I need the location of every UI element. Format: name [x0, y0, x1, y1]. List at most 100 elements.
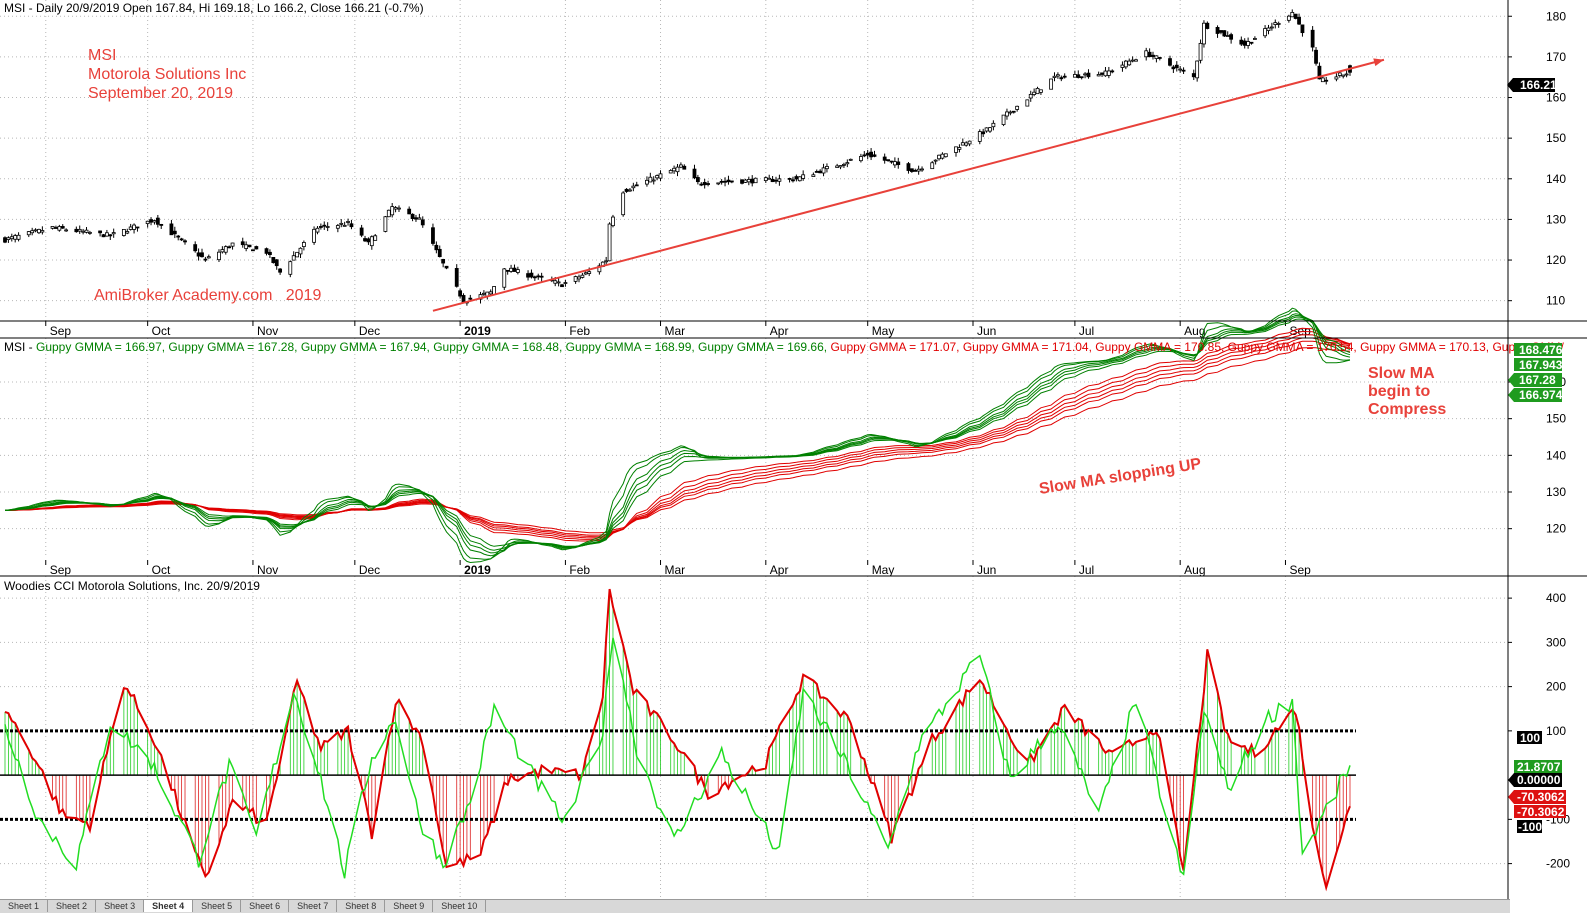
sheet-tab[interactable]: Sheet 5	[193, 900, 242, 912]
sheet-tab[interactable]: Sheet 9	[385, 900, 434, 912]
sheet-tab[interactable]: Sheet 4	[144, 900, 194, 912]
candle-body	[505, 269, 510, 272]
candle-body	[668, 170, 673, 174]
candle-body	[274, 259, 279, 267]
candle-body	[1174, 64, 1179, 69]
candle-body	[984, 127, 989, 132]
price-panel[interactable]: Sep Oct Nov Dec 2019 Feb Mar Apr May Jun Jul Aug Sep…	[0, 0, 1566, 338]
sheet-tab[interactable]: Sheet 2	[48, 900, 97, 912]
gmma-fast-line	[4, 313, 1351, 557]
candle-body	[88, 231, 92, 234]
candle-body	[1344, 73, 1349, 76]
candle-body	[16, 234, 21, 240]
price-panel-header: MSI - Daily 20/9/2019 Open 167.84, Hi 16…	[4, 1, 424, 15]
candle-body	[1310, 29, 1315, 48]
candle-body	[359, 227, 364, 236]
y-tick-label: 100	[1546, 724, 1566, 738]
candle-body	[648, 176, 653, 183]
annotation-date: September 20, 2019	[88, 85, 233, 102]
candle-body	[797, 176, 802, 182]
month-label: Dec	[359, 324, 380, 338]
candle-body	[407, 208, 412, 215]
candle-body	[1263, 28, 1267, 37]
annotation-company: Motorola Solutions Inc	[88, 66, 246, 83]
y-tick-label: 130	[1546, 485, 1566, 499]
candle-body	[869, 151, 873, 158]
candle-body	[645, 179, 649, 185]
candle-body	[176, 235, 181, 238]
candle-body	[390, 206, 395, 216]
candle-body	[193, 244, 198, 252]
candle-body	[943, 153, 948, 158]
candle-body	[288, 261, 293, 275]
annotation-compress-3: Compress	[1368, 401, 1446, 418]
gmma-slow-line	[5, 330, 1351, 540]
candle-body	[369, 236, 374, 247]
candle-body	[1202, 22, 1206, 45]
candle-body	[434, 244, 439, 251]
candle-body	[1028, 93, 1033, 99]
candle-body	[383, 216, 388, 232]
candle-body	[842, 163, 846, 166]
cci-zero-label: 0.00000	[1517, 773, 1561, 787]
sheet-tab-bar[interactable]: Sheet 1 Sheet 2 Sheet 3 Sheet 4 Sheet 5 Sheet…	[0, 899, 1510, 913]
cci-panel[interactable]: -200 -100 100 200 300 400 Woodies CCI Motorol…	[0, 576, 1570, 899]
candle-body	[1181, 69, 1186, 72]
candle-body	[604, 260, 609, 263]
sheet-tab[interactable]: Sheet 6	[241, 900, 290, 912]
y-tick-label: 120	[1546, 253, 1566, 267]
candle-body	[746, 179, 751, 183]
candle-body	[155, 217, 160, 225]
sheet-tab[interactable]: Sheet 1	[0, 900, 49, 912]
candle-body	[729, 180, 734, 183]
sheet-tab[interactable]: Sheet 10	[433, 900, 487, 912]
candle-body	[1123, 60, 1128, 68]
candle-body	[892, 161, 897, 166]
cci-value-badges: 100 21.8707 0.00000 -70.3062 -70.3062 -1…	[1508, 731, 1566, 834]
candle-body	[811, 174, 816, 177]
candle-body	[414, 217, 418, 220]
candle-body	[1127, 60, 1132, 66]
candle-body	[1293, 13, 1298, 19]
candle-body	[488, 291, 493, 295]
candle-body	[50, 226, 55, 229]
trend-line[interactable]	[432, 58, 1385, 312]
candle-body	[1001, 114, 1006, 125]
candle-body	[1100, 72, 1104, 75]
candle-body	[672, 167, 677, 172]
candle-body	[1072, 74, 1077, 78]
candle-body	[1011, 110, 1016, 113]
sheet-tab[interactable]: Sheet 8	[337, 900, 386, 912]
candle-body	[723, 180, 727, 183]
candle-body	[930, 162, 935, 170]
sheet-tab[interactable]: Sheet 3	[96, 900, 145, 912]
candle-body	[1052, 75, 1057, 78]
candle-body	[1219, 30, 1223, 33]
candle-body	[825, 166, 829, 170]
candle-body	[1079, 76, 1084, 79]
cci-series	[0, 588, 1356, 892]
candle-body	[1239, 39, 1244, 45]
gmma-panel[interactable]: Sep Oct Nov Dec 2019 Feb Mar Apr May Jun Jul Aug Sep…	[0, 307, 1566, 577]
y-tick-label: 400	[1546, 591, 1566, 605]
candle-body	[838, 165, 843, 168]
candle-body	[6, 237, 11, 240]
month-label: Apr	[770, 563, 789, 577]
candle-body	[135, 226, 140, 229]
candle-body	[1059, 77, 1064, 80]
candle-body	[1134, 59, 1138, 62]
candle-body	[1246, 41, 1251, 46]
candle-body	[777, 178, 782, 182]
candle-body	[1086, 72, 1091, 78]
candle-body	[909, 168, 914, 172]
candle-body	[13, 235, 18, 240]
cci-value-b: -70.3062	[1517, 805, 1565, 819]
candle-body	[240, 241, 245, 246]
gmma-slow-line	[5, 347, 1351, 534]
candle-body	[1300, 24, 1305, 34]
candle-body	[529, 272, 534, 278]
gmma-header-item: Guppy GMMA = 170.13,	[1360, 340, 1492, 354]
candle-body	[9, 236, 14, 240]
sheet-tab[interactable]: Sheet 7	[289, 900, 338, 912]
